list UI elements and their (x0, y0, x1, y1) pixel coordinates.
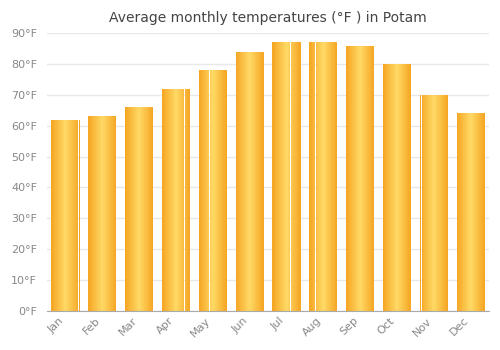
Title: Average monthly temperatures (°F ) in Potam: Average monthly temperatures (°F ) in Po… (109, 11, 426, 25)
